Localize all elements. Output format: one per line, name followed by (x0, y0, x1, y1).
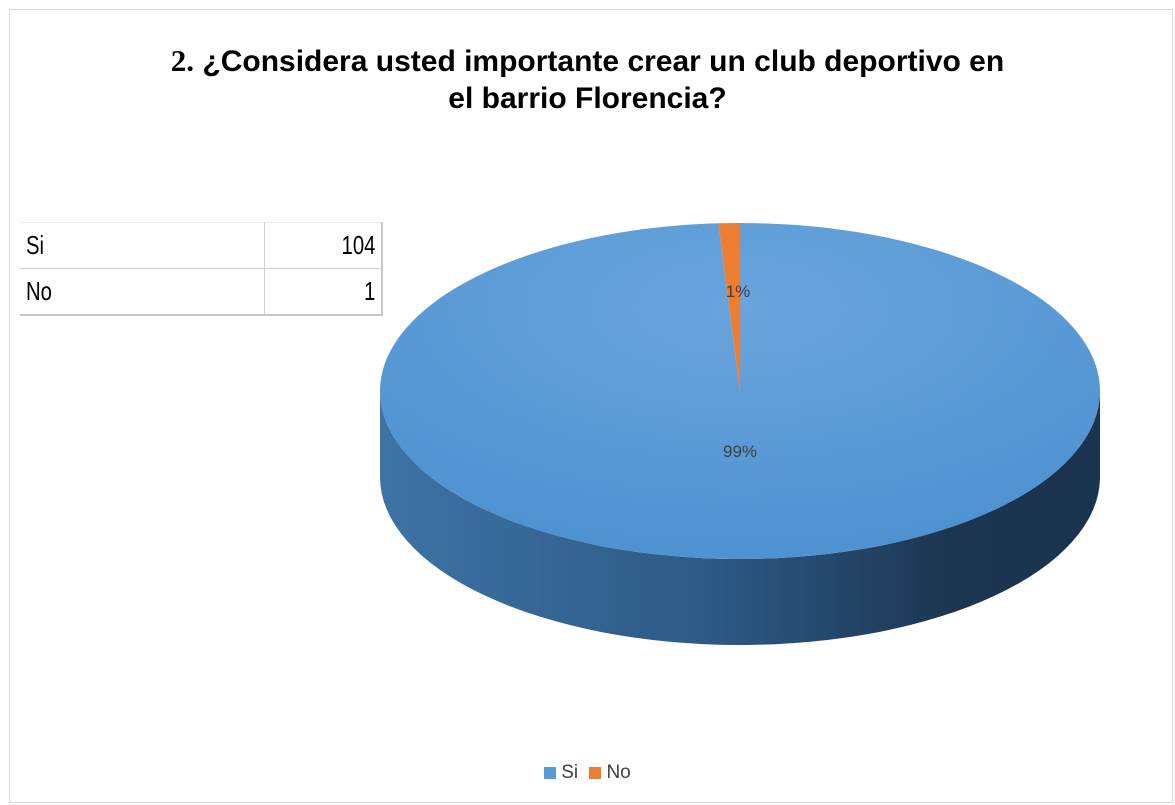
table-row: No 1 (20, 268, 383, 316)
legend: Si No (0, 762, 1175, 785)
table-cell-label: Si (20, 222, 265, 269)
chart-title: 2. ¿Considera usted importante crear un … (0, 42, 1175, 117)
table-cell-label: No (20, 268, 265, 316)
pie-slice-si (380, 223, 1101, 560)
cell-text: 104 (341, 230, 375, 260)
cell-text: 1 (363, 276, 375, 306)
legend-label-si: Si (561, 762, 579, 783)
title-line-1: 2. ¿Considera usted importante crear un … (0, 42, 1175, 80)
data-label-no: 1% (726, 282, 751, 301)
title-line-2: el barrio Florencia? (448, 82, 727, 115)
pie-group: 99% 1% (380, 223, 1101, 645)
cell-text: Si (26, 230, 45, 260)
title-text-1: ¿Considera usted importante crear un clu… (202, 45, 1005, 78)
legend-swatch-no (589, 767, 602, 779)
table-row: Si 104 (20, 222, 383, 269)
data-table: Si 104 No 1 (20, 222, 383, 316)
legend-swatch-si (544, 767, 557, 779)
legend-item-no: No (589, 762, 631, 784)
pie-side-wall (380, 391, 1100, 645)
title-number: 2. (170, 43, 195, 78)
legend-label-no: No (606, 762, 631, 783)
cell-text: No (26, 276, 52, 306)
table-cell-value: 104 (264, 222, 383, 269)
pie-slice-no (718, 223, 740, 391)
table-cell-value: 1 (264, 268, 383, 316)
legend-item-si: Si (544, 762, 578, 784)
data-label-si: 99% (723, 442, 757, 461)
